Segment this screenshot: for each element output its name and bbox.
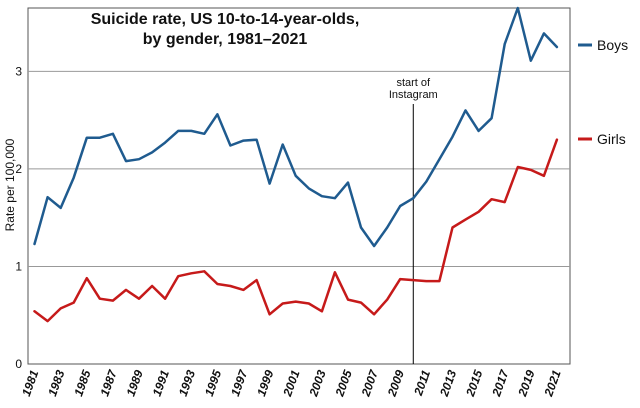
x-tick-2005: 2005 [332,368,355,399]
x-tick-labels: 1981 1983 1985 1987 1989 1991 1993 1995 1997 1999… [19,367,564,399]
x-tick-2021: 2021 [541,368,564,399]
chart-title: Suicide rate, US 10-to-14-year-olds, by g… [91,11,360,48]
x-tick-2019: 2019 [515,368,538,399]
chart-title-line-2: by gender, 1981–2021 [143,31,308,48]
x-tick-1983: 1983 [45,368,67,398]
y-tick-1: 1 [15,259,22,273]
series-boys-line [33,6,559,248]
annotation-line-1: start of [396,77,431,89]
x-tick-2003: 2003 [306,368,329,399]
x-tick-2017: 2017 [489,367,512,399]
x-tick-2007: 2007 [358,367,381,399]
grid-lines [27,7,571,365]
chart-title-line-1: Suicide rate, US 10-to-14-year-olds, [91,11,360,28]
x-tick-1991: 1991 [150,368,172,398]
x-tick-1981: 1981 [19,368,41,398]
y-tick-labels: 0 1 2 3 [15,64,22,371]
x-tick-1995: 1995 [202,368,224,398]
x-tick-1997: 1997 [228,367,251,398]
legend: Boys Girls [578,37,628,147]
y-axis-label: Rate per 100,000 [3,138,17,231]
annotation-text: start of Instagram [389,77,438,101]
instagram-annotation: start of Instagram [389,77,438,364]
y-tick-0: 0 [15,357,22,371]
x-tick-1985: 1985 [71,368,93,398]
x-tick-1989: 1989 [124,368,146,398]
x-tick-1999: 1999 [254,368,276,398]
x-tick-2013: 2013 [437,368,460,399]
x-tick-2011: 2011 [411,368,433,398]
y-tick-2: 2 [15,162,22,176]
series-girls-line [33,138,559,323]
x-tick-1987: 1987 [97,367,120,398]
x-tick-2009: 2009 [384,368,407,399]
legend-label-boys: Boys [597,37,628,53]
x-tick-1993: 1993 [176,368,198,398]
x-tick-2001: 2001 [280,368,303,399]
annotation-line-2: Instagram [389,89,438,101]
plot-frame [27,7,571,365]
x-tick-2015: 2015 [463,368,486,399]
series-lines [33,6,559,323]
legend-label-girls: Girls [597,131,626,147]
y-tick-3: 3 [15,64,22,78]
